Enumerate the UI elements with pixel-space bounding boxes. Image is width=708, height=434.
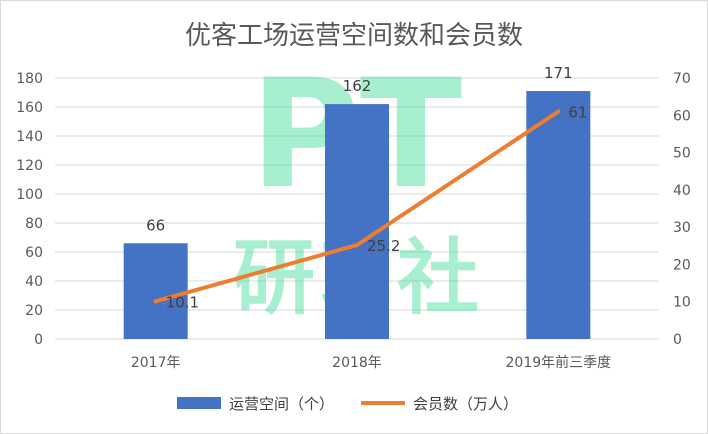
y-left-tick-label: 40	[25, 274, 43, 290]
line-data-label: 10.1	[166, 293, 199, 311]
line-point	[153, 299, 158, 304]
y-left-tick-label: 0	[34, 332, 43, 348]
y-right-tick-label: 60	[673, 108, 691, 124]
legend-label-members: 会员数（万人）	[413, 395, 518, 413]
y-left-tick-label: 60	[25, 245, 43, 261]
y-right-tick-label: 40	[673, 183, 691, 199]
line-point	[556, 109, 561, 114]
y-left-tick-label: 180	[16, 71, 43, 87]
bar-data-label: 162	[343, 77, 372, 95]
bar	[325, 104, 389, 339]
y-right-tick-label: 20	[673, 257, 691, 273]
bar-data-label: 66	[146, 216, 165, 234]
y-left-tick-label: 20	[25, 303, 43, 319]
y-right-tick-label: 30	[673, 220, 691, 236]
y-left-tick-label: 160	[16, 100, 43, 116]
y-left-tick-label: 140	[16, 129, 43, 145]
chart-title: 优客工场运营空间数和会员数	[184, 21, 523, 51]
x-tick-label: 2018年	[332, 355, 382, 371]
y-left-tick-label: 80	[25, 216, 43, 232]
bar-data-label: 171	[544, 64, 573, 82]
y-right-tick-label: 50	[673, 146, 691, 162]
y-right-tick-label: 0	[673, 332, 682, 348]
line-data-label: 61	[568, 104, 587, 122]
bar	[526, 91, 591, 339]
legend-swatch-spaces	[177, 397, 221, 409]
y-left-tick-label: 100	[16, 187, 43, 203]
y-right-tick-label: 10	[673, 295, 691, 311]
x-tick-label: 2017年	[131, 355, 181, 371]
legend-label-spaces: 运营空间（个）	[229, 395, 334, 413]
y-left-tick-label: 120	[16, 158, 43, 174]
y-right-tick-label: 70	[673, 71, 691, 87]
line-point	[355, 243, 359, 248]
line-data-label: 25.2	[367, 237, 400, 255]
x-tick-label: 2019年前三季度	[506, 354, 612, 371]
bar	[123, 243, 188, 339]
